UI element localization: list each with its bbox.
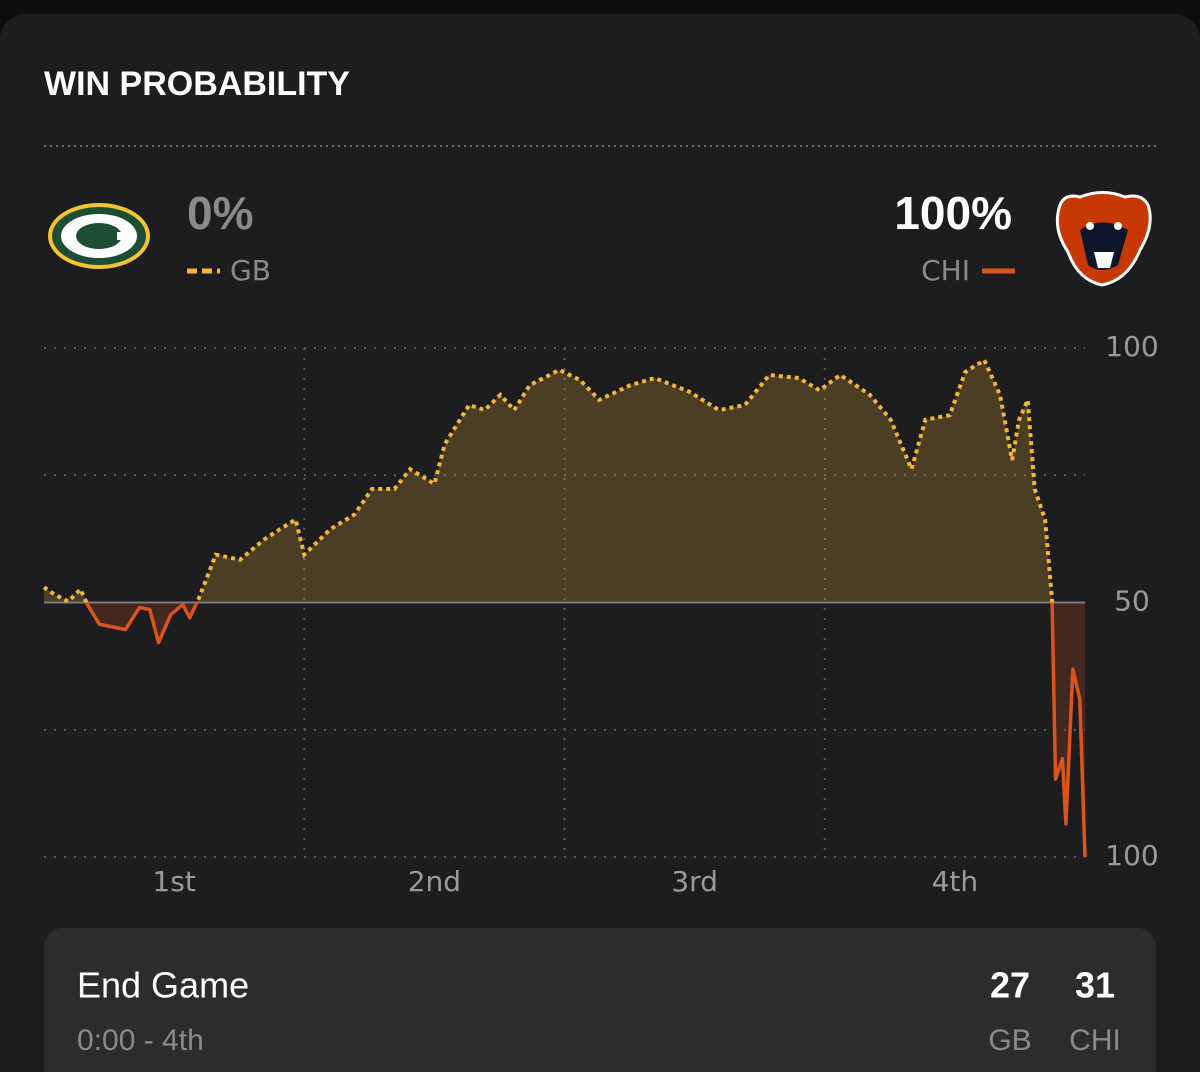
x-tick-label: 1st [152, 865, 195, 898]
card [0, 14, 1200, 1072]
score-team: GB [988, 1024, 1031, 1057]
summary-box [44, 928, 1156, 1072]
x-tick-label: 2nd [408, 865, 461, 898]
y-tick-label: 100 [1105, 330, 1158, 363]
x-tick-label: 4th [932, 865, 979, 898]
area-gb [44, 360, 1085, 603]
chi-probability: 100% [894, 187, 1012, 239]
chi-legend-label: CHI [921, 254, 970, 287]
plot: 100 50 100 1st 2nd 3rd 4th [42, 330, 1159, 898]
chi-logo [1055, 191, 1152, 287]
gb-logo [48, 203, 150, 269]
status: End Game [77, 965, 249, 1006]
score: 27 [990, 965, 1030, 1006]
x-tick-label: 3rd [671, 865, 718, 898]
gb-legend-label: GB [230, 254, 271, 287]
gb-probability: 0% [187, 187, 253, 239]
y-tick-label: 100 [1105, 839, 1158, 872]
clock: 0:00 - 4th [77, 1024, 204, 1057]
score: 31 [1075, 965, 1115, 1006]
title: WIN PROBABILITY [44, 65, 350, 103]
line-chi [66, 602, 1087, 858]
score-team: CHI [1069, 1024, 1121, 1057]
y-tick-label: 50 [1114, 585, 1150, 618]
